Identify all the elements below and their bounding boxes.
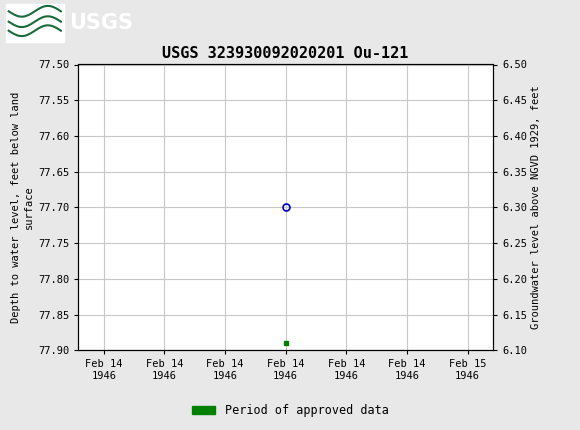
Legend: Period of approved data: Period of approved data — [187, 399, 393, 422]
Title: USGS 323930092020201 Ou-121: USGS 323930092020201 Ou-121 — [162, 46, 409, 61]
Y-axis label: Depth to water level, feet below land
surface: Depth to water level, feet below land su… — [12, 92, 34, 323]
Text: USGS: USGS — [70, 12, 133, 33]
Y-axis label: Groundwater level above NGVD 1929, feet: Groundwater level above NGVD 1929, feet — [531, 86, 541, 329]
FancyBboxPatch shape — [6, 3, 64, 42]
